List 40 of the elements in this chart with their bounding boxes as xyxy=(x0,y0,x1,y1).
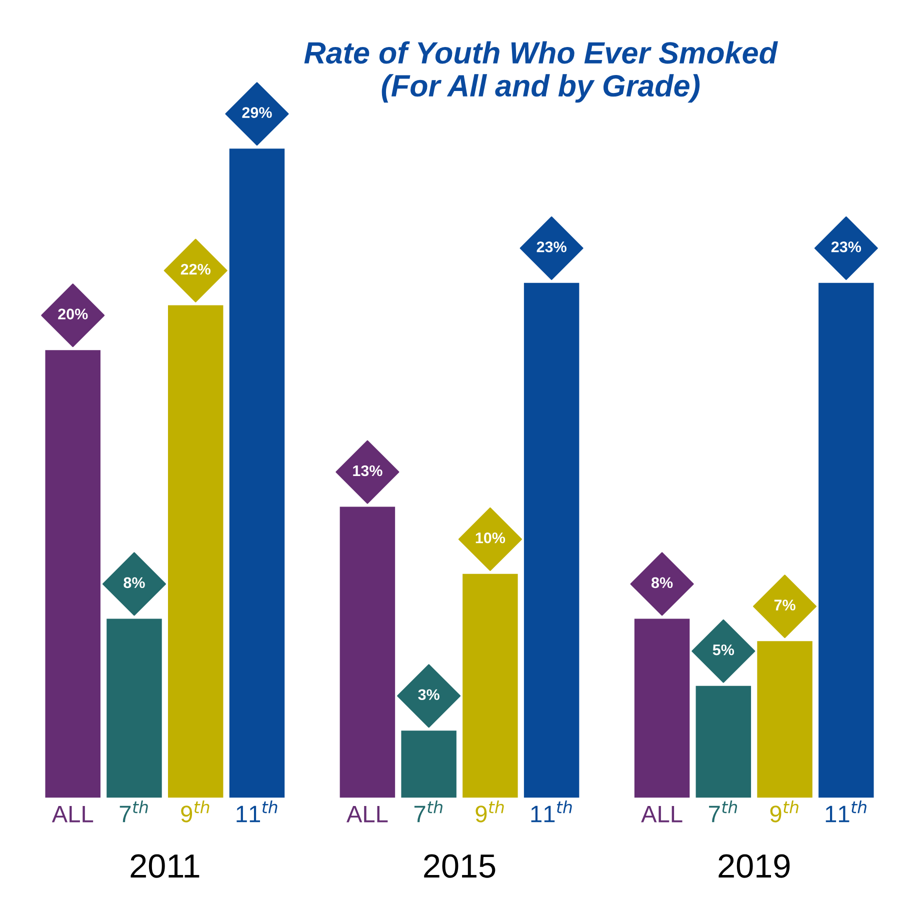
text: 11$^{th}$ xyxy=(531,800,572,822)
text: ALL xyxy=(346,806,388,822)
x-tick-label: 2011 xyxy=(130,854,200,878)
text: 11$^{th}$ xyxy=(826,800,866,822)
data-label: 13% xyxy=(353,465,382,476)
bar xyxy=(524,282,580,798)
data-label: 23% xyxy=(831,241,862,252)
bar xyxy=(401,730,456,798)
data-label: 20% xyxy=(58,308,88,320)
x-tick-label: 2015 xyxy=(424,854,496,878)
data-label: 10% xyxy=(476,532,506,544)
data-label: 23% xyxy=(536,241,566,252)
data-label: 8% xyxy=(124,577,145,588)
series-label: ALL xyxy=(52,806,94,822)
bar xyxy=(45,350,100,798)
data-label: 8% xyxy=(651,577,673,588)
bar xyxy=(696,686,752,798)
bar xyxy=(229,148,285,798)
data-label: 22% xyxy=(180,264,210,275)
bar xyxy=(634,618,690,798)
text: 9$^{th}$ xyxy=(476,800,504,822)
data-label: 7% xyxy=(774,600,796,610)
data-label: 3% xyxy=(418,689,440,700)
data-label: 29% xyxy=(242,107,272,118)
data-label: 5% xyxy=(712,644,734,656)
x-tick-label: 2019 xyxy=(718,854,790,878)
text: 9$^{th}$ xyxy=(770,800,798,822)
series-label: 9$^{th}$ xyxy=(181,800,210,822)
chart-title: Rate of Youth Who Ever Smoked (For All and by Grade) xyxy=(304,41,778,103)
bar xyxy=(818,282,874,798)
text: ALL xyxy=(641,806,682,822)
series-label: 11$^{th}$ xyxy=(236,800,278,822)
bar xyxy=(757,641,812,798)
text: 7$^{th}$ xyxy=(709,800,738,822)
bar xyxy=(462,574,518,798)
series-label: 7$^{th}$ xyxy=(120,800,148,822)
bar xyxy=(168,305,224,798)
text: 7$^{th}$ xyxy=(414,800,442,822)
bar xyxy=(106,618,162,798)
bar xyxy=(340,506,396,798)
